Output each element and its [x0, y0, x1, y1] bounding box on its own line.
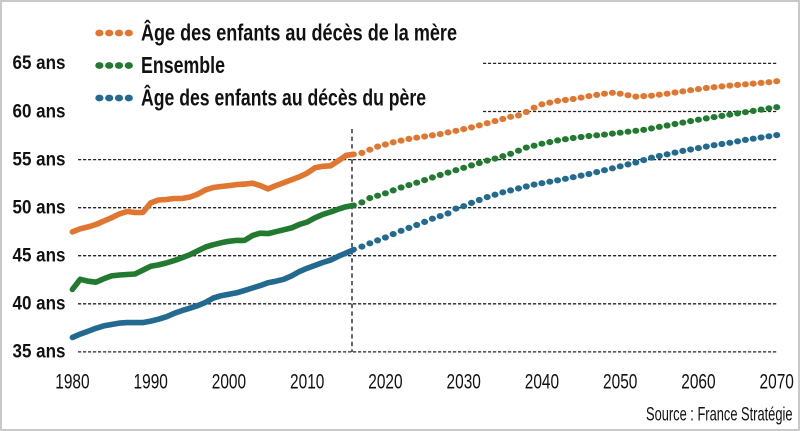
- svg-text:Ensemble: Ensemble: [141, 52, 225, 78]
- svg-text:Âge des enfants au décès de la: Âge des enfants au décès de la mère: [141, 18, 457, 45]
- svg-text:2030: 2030: [447, 370, 481, 394]
- svg-text:2010: 2010: [290, 370, 324, 394]
- svg-text:50 ans: 50 ans: [13, 198, 66, 219]
- svg-text:2000: 2000: [212, 370, 246, 394]
- svg-text:45 ans: 45 ans: [13, 246, 66, 267]
- svg-text:1990: 1990: [134, 370, 168, 394]
- svg-text:55 ans: 55 ans: [13, 149, 66, 170]
- svg-text:2020: 2020: [368, 370, 402, 394]
- svg-text:60 ans: 60 ans: [13, 101, 66, 122]
- svg-text:Âge des enfants au décès du pè: Âge des enfants au décès du père: [141, 83, 426, 110]
- svg-text:65 ans: 65 ans: [13, 53, 66, 74]
- svg-text:2070: 2070: [760, 370, 794, 394]
- svg-text:40 ans: 40 ans: [13, 294, 66, 315]
- svg-text:Source : France Stratégie: Source : France Stratégie: [646, 403, 793, 425]
- svg-text:2050: 2050: [603, 370, 637, 394]
- svg-text:35 ans: 35 ans: [13, 342, 66, 363]
- svg-text:2060: 2060: [681, 370, 715, 394]
- svg-text:2040: 2040: [525, 370, 559, 394]
- svg-text:1980: 1980: [55, 370, 89, 394]
